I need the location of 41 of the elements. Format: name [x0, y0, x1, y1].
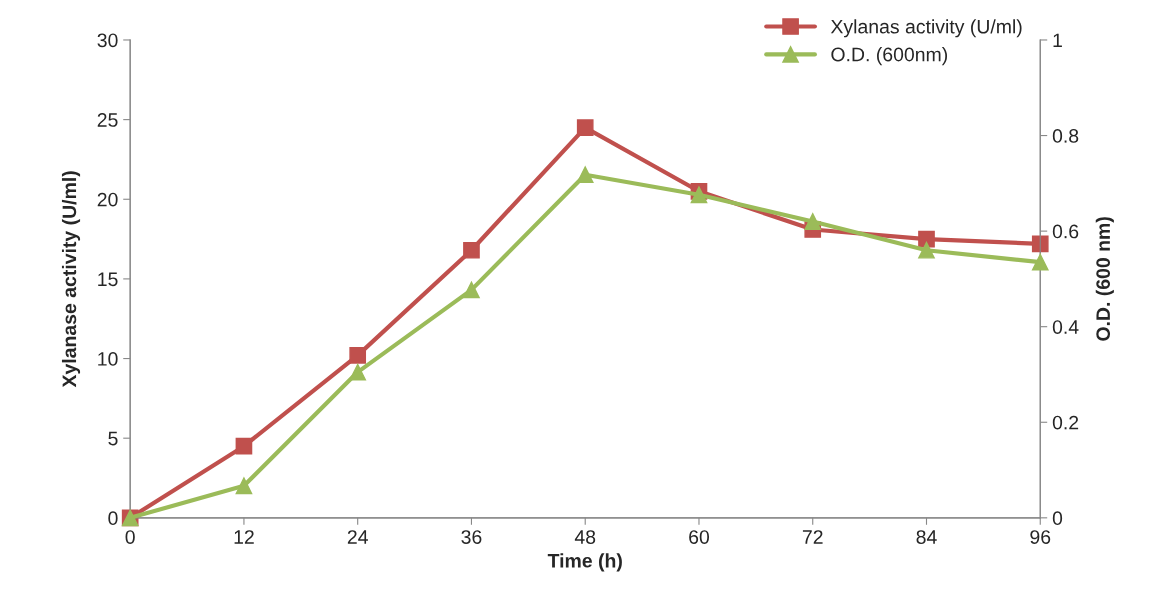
point	[690, 186, 708, 204]
x-axis-title: Time (h)	[547, 553, 622, 572]
x-tick-label: 72	[802, 530, 823, 544]
x-tick-label: 60	[689, 530, 710, 544]
x-tick-label: 96	[1030, 530, 1051, 544]
point	[463, 281, 480, 299]
point	[1031, 253, 1049, 271]
point	[918, 241, 935, 259]
point	[349, 347, 367, 364]
point	[576, 119, 594, 136]
y-tick-label: 0	[108, 511, 118, 526]
y-tick-label: 30	[97, 33, 118, 48]
y-tick-label: 25	[97, 113, 118, 127]
x-tick-label: 48	[574, 530, 596, 544]
y2-tick-label: 0	[1052, 511, 1063, 526]
y2-tick-label: 0.4	[1052, 320, 1079, 334]
y-tick-label: 10	[98, 352, 118, 366]
point	[463, 241, 480, 259]
y2-tick-label: 0.8	[1052, 129, 1079, 143]
y-axis-title: Xylanase activity (U/ml)	[61, 171, 81, 388]
point	[804, 213, 822, 230]
point	[1031, 235, 1049, 253]
point	[918, 230, 935, 248]
x-tick-label: 84	[916, 530, 937, 544]
x-tick-label: 24	[347, 530, 368, 544]
legend-label: O.D. (600nm)	[831, 47, 948, 66]
x-tick-label: 0	[125, 530, 135, 544]
y2-tick-label: 0.2	[1052, 415, 1079, 430]
y-tick-label: 15	[98, 272, 118, 287]
y-tick-label: 5	[108, 431, 118, 446]
x-tick-label: 36	[461, 530, 482, 544]
y2-axis-title: O.D. (600 nm)	[1095, 217, 1114, 341]
point	[235, 477, 253, 495]
point	[235, 437, 253, 455]
y2-tick-label: 1	[1053, 33, 1062, 48]
legend-label: Xylanas activity (U/ml)	[830, 19, 1022, 38]
y2-tick-label: 0.6	[1052, 224, 1079, 239]
point	[576, 166, 594, 184]
x-tick-label: 12	[234, 530, 254, 544]
point	[349, 363, 367, 381]
y-tick-label: 20	[97, 192, 118, 207]
